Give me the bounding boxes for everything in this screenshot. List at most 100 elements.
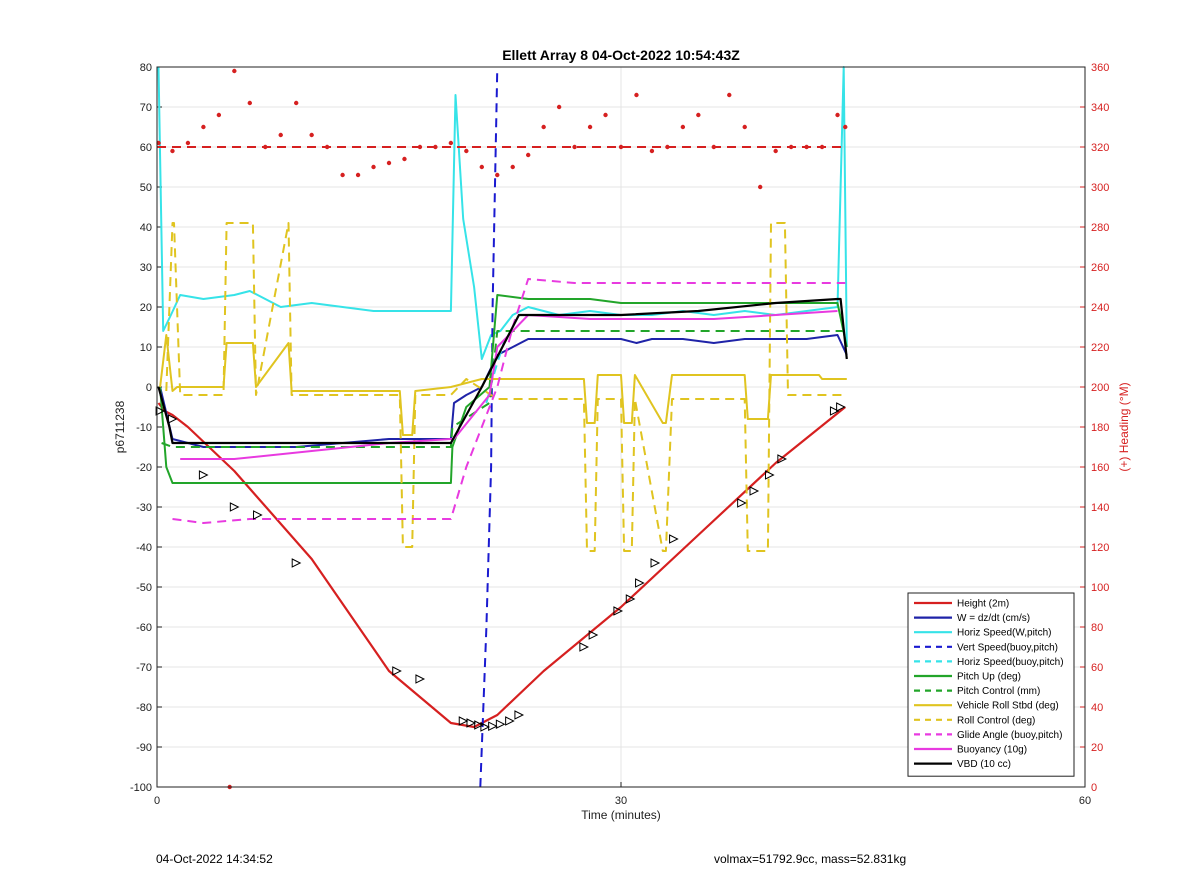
x-tick-label: 0 bbox=[154, 795, 160, 807]
y-tick-label: -20 bbox=[136, 462, 152, 474]
footer-timestamp: 04-Oct-2022 14:34:52 bbox=[156, 852, 273, 866]
legend-label-vbd: VBD (10 cc) bbox=[957, 759, 1011, 770]
series-layer bbox=[156, 66, 848, 788]
y-tick-label: -90 bbox=[136, 742, 152, 754]
height-marker bbox=[291, 558, 302, 568]
y-tick-label: 60 bbox=[140, 142, 152, 154]
height-marker bbox=[458, 716, 469, 726]
series-horiz_buoy bbox=[485, 338, 506, 404]
height-marker bbox=[505, 716, 515, 726]
legend-label-w: W = dz/dt (cm/s) bbox=[957, 613, 1030, 624]
series-heading-point bbox=[448, 140, 454, 146]
series-heading-point bbox=[340, 172, 345, 178]
height-marker bbox=[836, 402, 846, 412]
legend-label-horiz_buoy: Horiz Speed(buoy,pitch) bbox=[957, 657, 1064, 668]
series-pitch_ctrl bbox=[161, 330, 847, 448]
series-heading-point bbox=[294, 100, 299, 106]
y-tick-label: 30 bbox=[140, 262, 152, 274]
series-pitch bbox=[159, 294, 848, 484]
height-marker bbox=[625, 594, 636, 604]
series-heading-point bbox=[309, 132, 314, 138]
height-marker bbox=[253, 510, 263, 520]
legend-label-glide: Glide Angle (buoy,pitch) bbox=[957, 730, 1062, 741]
series-heading-point bbox=[278, 132, 283, 138]
chart-title: Ellett Array 8 04-Oct-2022 10:54:43Z bbox=[502, 47, 740, 63]
legend-label-pitch_ctrl: Pitch Control (mm) bbox=[957, 686, 1040, 697]
y2-tick-label: 40 bbox=[1091, 702, 1103, 714]
x-axis-label: Time (minutes) bbox=[581, 808, 661, 822]
series-heading-point bbox=[185, 140, 191, 146]
y2-tick-label: 100 bbox=[1091, 582, 1109, 594]
series-heading-point bbox=[835, 112, 840, 118]
y2-tick-label: 300 bbox=[1091, 182, 1109, 194]
series-heading-point bbox=[773, 148, 778, 154]
y2-tick-label: 160 bbox=[1091, 462, 1109, 474]
height-marker bbox=[737, 498, 747, 508]
y2-tick-label: 180 bbox=[1091, 422, 1109, 434]
y-tick-label: -50 bbox=[136, 582, 152, 594]
legend-label-vert_buoy: Vert Speed(buoy,pitch) bbox=[957, 642, 1058, 653]
series-buoyancy bbox=[180, 310, 838, 460]
series-heading-point bbox=[618, 144, 624, 150]
y2-tick-label: 200 bbox=[1091, 382, 1109, 394]
height-marker bbox=[635, 578, 645, 588]
y-tick-label: -70 bbox=[136, 662, 152, 674]
series-heading-point bbox=[247, 100, 252, 106]
height-marker bbox=[777, 454, 787, 464]
y-tick-label: -40 bbox=[136, 542, 152, 554]
height-marker bbox=[764, 470, 775, 480]
y2-tick-label: 20 bbox=[1091, 742, 1103, 754]
series-heading-point bbox=[603, 112, 608, 118]
y2-tick-label: 80 bbox=[1091, 622, 1103, 634]
y2-tick-label: 120 bbox=[1091, 542, 1109, 554]
y2-axis-label: (+) Heading (°M) bbox=[1117, 382, 1131, 471]
y2-tick-label: 260 bbox=[1091, 262, 1109, 274]
y-tick-label: 80 bbox=[140, 62, 152, 74]
right-axis-ticks: 0 20 40 60 80 100 120 140 160 180 200 220 240 260 280 3… bbox=[1080, 62, 1109, 794]
series-roll_ctrl bbox=[165, 222, 847, 552]
height-marker bbox=[579, 642, 589, 652]
height-marker bbox=[229, 502, 240, 512]
legend-label-buoyancy: Buoyancy (10g) bbox=[957, 745, 1027, 756]
y2-tick-label: 140 bbox=[1091, 502, 1109, 514]
height-marker bbox=[495, 719, 506, 730]
height-marker bbox=[198, 470, 209, 480]
series-heading-point bbox=[371, 164, 376, 170]
series-heading-point bbox=[541, 124, 546, 130]
y-tick-label: 40 bbox=[140, 222, 152, 234]
series-vbd bbox=[157, 297, 848, 445]
series-heading-point bbox=[510, 164, 515, 170]
series-heading-point bbox=[696, 112, 701, 118]
series-heading-point bbox=[680, 124, 686, 130]
y-tick-label: 70 bbox=[140, 102, 152, 114]
y2-tick-label: 340 bbox=[1091, 102, 1109, 114]
x-axis-ticks: 0 30 60 bbox=[154, 782, 1091, 807]
legend-label-height: Height (2m) bbox=[957, 599, 1009, 610]
y-tick-label: -10 bbox=[136, 422, 152, 434]
height-marker bbox=[829, 406, 840, 416]
y-tick-label: -100 bbox=[130, 782, 152, 794]
y-tick-label: 20 bbox=[140, 302, 152, 314]
height-marker bbox=[588, 630, 599, 640]
y-axis-label: p6711238 bbox=[113, 400, 127, 453]
series-heading-point bbox=[587, 124, 593, 130]
series-heading-point bbox=[572, 144, 577, 150]
y2-tick-label: 0 bbox=[1091, 782, 1097, 794]
series-heading-point bbox=[201, 124, 206, 130]
y2-tick-label: 60 bbox=[1091, 662, 1103, 674]
y2-tick-label: 360 bbox=[1091, 62, 1109, 74]
height-marker bbox=[749, 486, 760, 496]
height-marker bbox=[466, 718, 477, 728]
series-heading-point bbox=[355, 172, 361, 178]
height-marker bbox=[480, 722, 491, 732]
height-marker bbox=[488, 721, 498, 732]
series-heading-point bbox=[386, 160, 392, 166]
height-marker bbox=[514, 710, 525, 720]
height-marker bbox=[415, 674, 426, 684]
y-tick-label: -30 bbox=[136, 502, 152, 514]
height-marker bbox=[613, 606, 624, 616]
series-heading-point bbox=[526, 152, 531, 158]
series-heading-point bbox=[742, 124, 747, 130]
y2-tick-label: 320 bbox=[1091, 142, 1109, 154]
